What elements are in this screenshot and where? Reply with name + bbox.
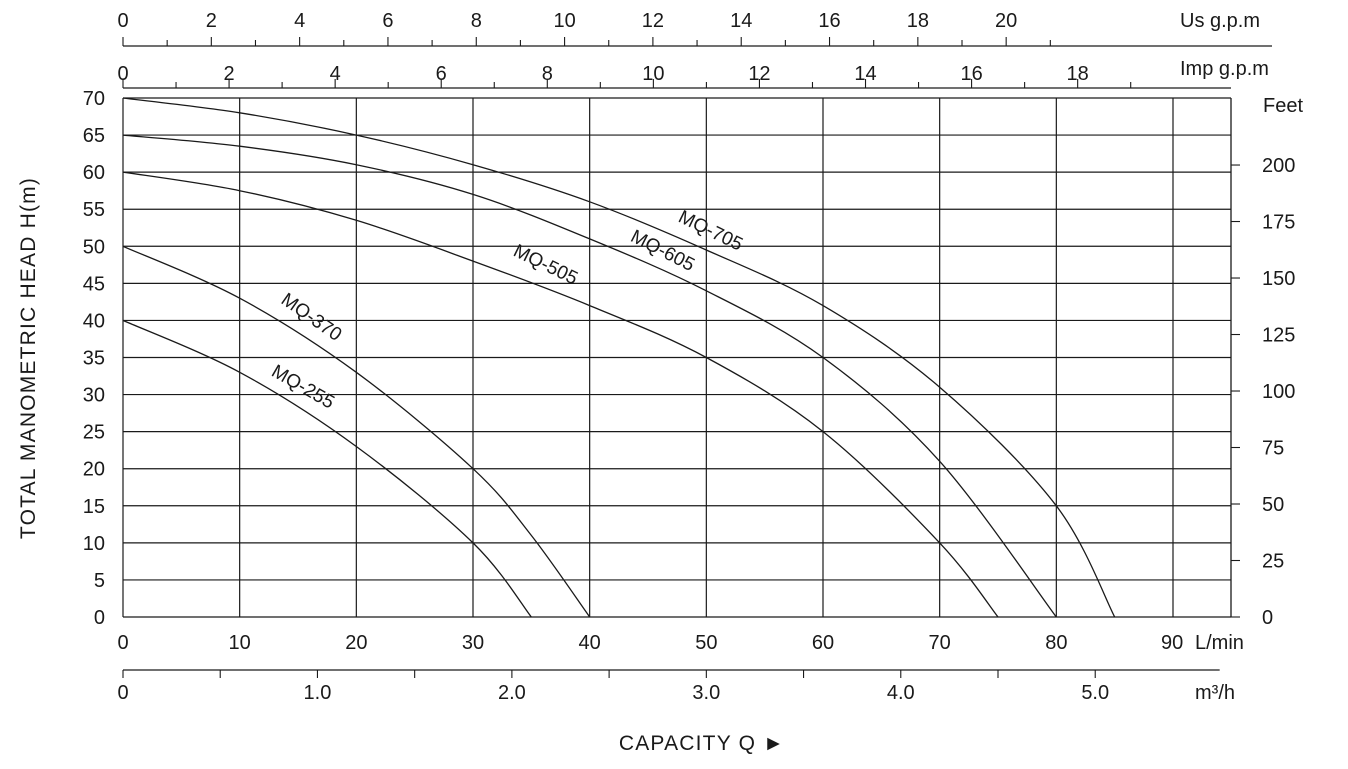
usgpm-tick-label: 6 — [382, 10, 393, 32]
impgpm-unit-label: Imp g.p.m — [1180, 58, 1269, 80]
impgpm-tick-label: 12 — [748, 63, 770, 85]
y-tick-label: 25 — [83, 422, 105, 444]
m3h-tick-label: 5.0 — [1081, 682, 1109, 704]
impgpm-tick-label: 8 — [542, 63, 553, 85]
impgpm-tick-label: 6 — [436, 63, 447, 85]
series-curve-mq-505 — [122, 171, 999, 618]
y-tick-label: 35 — [83, 348, 105, 370]
feet-tick-label: 100 — [1262, 381, 1295, 403]
x-tick-label: 80 — [1045, 632, 1067, 654]
m3h-tick-label: 2.0 — [498, 682, 526, 704]
x-tick-label: 40 — [579, 632, 601, 654]
x-tick-label: 60 — [812, 632, 834, 654]
usgpm-tick-label: 10 — [553, 10, 575, 32]
feet-tick-label: 75 — [1262, 438, 1284, 460]
feet-tick-label: 25 — [1262, 551, 1284, 573]
impgpm-tick-label: 4 — [330, 63, 341, 85]
m3h-tick-label: 1.0 — [304, 682, 332, 704]
series-curve-mq-370 — [122, 245, 591, 618]
x-tick-label: 20 — [345, 632, 367, 654]
series-label-mq-705: MQ-705 — [675, 207, 746, 256]
y-tick-label: 0 — [94, 607, 105, 629]
series-curve-mq-605 — [122, 134, 1057, 618]
m3h-unit-label: m³/h — [1195, 682, 1235, 704]
x-axis-title: CAPACITY Q ► — [619, 732, 785, 755]
feet-tick-label: 175 — [1262, 212, 1295, 234]
series-label-mq-505: MQ-505 — [510, 241, 581, 290]
impgpm-tick-label: 16 — [960, 63, 982, 85]
impgpm-tick-label: 18 — [1067, 63, 1089, 85]
impgpm-tick-label: 0 — [117, 63, 128, 85]
y-tick-label: 65 — [83, 125, 105, 147]
y-tick-label: 20 — [83, 459, 105, 481]
x-unit-label: L/min — [1195, 632, 1244, 654]
y-tick-label: 10 — [83, 533, 105, 555]
feet-tick-label: 200 — [1262, 155, 1295, 177]
y-tick-label: 60 — [83, 162, 105, 184]
y-tick-label: 70 — [83, 88, 105, 110]
series-curve-mq-255 — [122, 319, 532, 618]
impgpm-tick-label: 14 — [854, 63, 876, 85]
y-tick-label: 15 — [83, 496, 105, 518]
feet-tick-label: 0 — [1262, 607, 1273, 629]
y-tick-label: 50 — [83, 236, 105, 258]
series-label-mq-370: MQ-370 — [277, 289, 345, 346]
usgpm-tick-label: 2 — [206, 10, 217, 32]
impgpm-tick-label: 2 — [224, 63, 235, 85]
usgpm-tick-label: 16 — [818, 10, 840, 32]
feet-tick-label: 50 — [1262, 494, 1284, 516]
x-tick-label: 50 — [695, 632, 717, 654]
usgpm-tick-label: 12 — [642, 10, 664, 32]
x-tick-label: 0 — [117, 632, 128, 654]
usgpm-tick-label: 20 — [995, 10, 1017, 32]
x-tick-label: 10 — [229, 632, 251, 654]
y-tick-label: 45 — [83, 273, 105, 295]
feet-unit-label: Feet — [1263, 95, 1303, 117]
y-tick-label: 40 — [83, 310, 105, 332]
series-curve-mq-705 — [122, 97, 1116, 618]
usgpm-unit-label: Us g.p.m — [1180, 10, 1260, 32]
usgpm-tick-label: 18 — [907, 10, 929, 32]
x-tick-label: 90 — [1161, 632, 1183, 654]
m3h-tick-label: 0 — [117, 682, 128, 704]
x-tick-label: 70 — [929, 632, 951, 654]
m3h-tick-label: 3.0 — [692, 682, 720, 704]
usgpm-tick-label: 8 — [471, 10, 482, 32]
y-tick-label: 55 — [83, 199, 105, 221]
usgpm-tick-label: 4 — [294, 10, 305, 32]
feet-tick-label: 150 — [1262, 268, 1295, 290]
y-axis-title: TOTAL MANOMETRIC HEAD H(m) — [17, 177, 40, 539]
usgpm-tick-label: 0 — [117, 10, 128, 32]
y-tick-label: 5 — [94, 570, 105, 592]
usgpm-tick-label: 14 — [730, 10, 752, 32]
impgpm-tick-label: 10 — [642, 63, 664, 85]
series-label-mq-605: MQ-605 — [627, 226, 698, 276]
feet-tick-label: 125 — [1262, 325, 1295, 347]
series-label-mq-255: MQ-255 — [268, 361, 338, 414]
m3h-tick-label: 4.0 — [887, 682, 915, 704]
x-tick-label: 30 — [462, 632, 484, 654]
y-tick-label: 30 — [83, 385, 105, 407]
